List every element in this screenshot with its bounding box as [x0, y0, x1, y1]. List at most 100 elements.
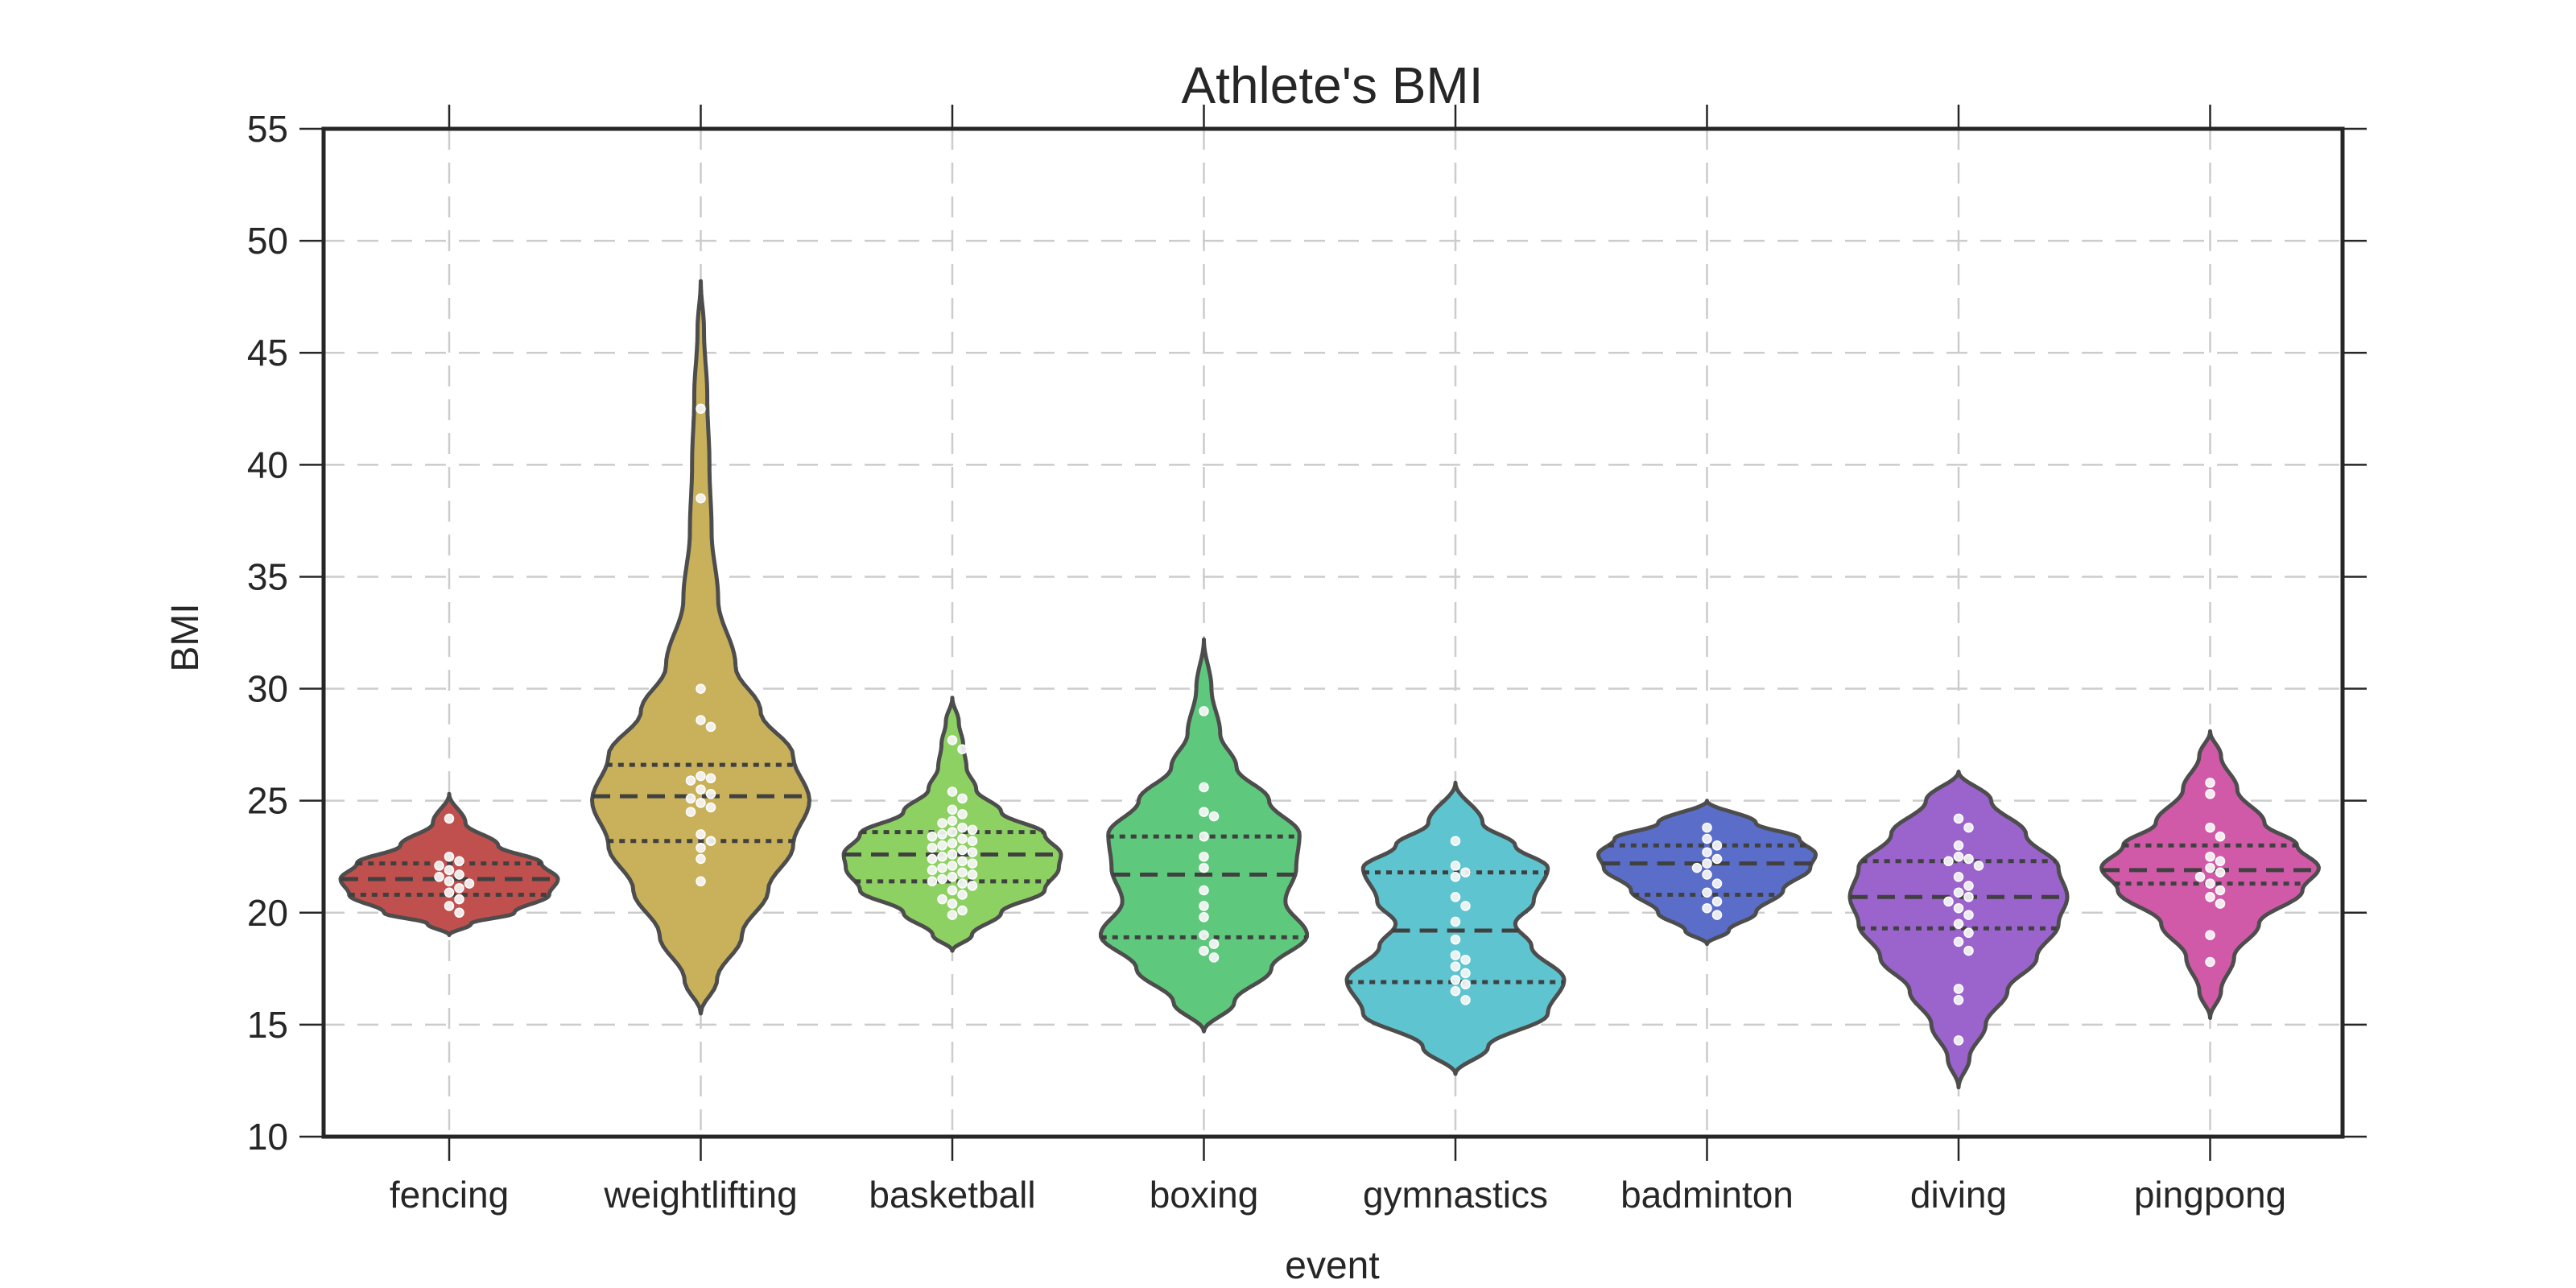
violin-basketball: [841, 696, 1063, 953]
data-point: [1973, 861, 1984, 871]
data-point: [1199, 930, 1209, 940]
data-point: [1963, 853, 1974, 865]
y-tick-label: 20: [247, 892, 288, 934]
data-point: [937, 894, 947, 905]
x-tick-label: boxing: [1150, 1174, 1259, 1216]
violin-boxing: [1098, 637, 1310, 1034]
data-point: [1943, 896, 1954, 907]
violin-body: [2099, 729, 2321, 1020]
x-tick-label: badminton: [1620, 1174, 1794, 1216]
data-point: [1953, 872, 1964, 882]
data-point: [957, 856, 968, 867]
data-point: [927, 876, 938, 887]
data-point: [1953, 984, 1964, 994]
data-point: [696, 842, 706, 853]
data-point: [937, 851, 947, 862]
data-point: [1199, 912, 1209, 923]
data-point: [957, 878, 968, 889]
data-point: [1953, 995, 1964, 1005]
data-point: [1953, 902, 1964, 914]
data-point: [957, 890, 968, 900]
data-point: [1199, 782, 1209, 793]
data-point: [1450, 961, 1461, 972]
data-point: [2205, 878, 2215, 889]
data-point: [464, 878, 475, 889]
data-point: [1199, 807, 1209, 817]
data-point: [1711, 910, 1723, 920]
data-point: [696, 683, 706, 694]
data-point: [1711, 878, 1723, 889]
x-tick-label: gymnastics: [1363, 1174, 1548, 1216]
data-point: [957, 905, 968, 916]
data-point: [696, 798, 706, 808]
data-point: [967, 869, 978, 880]
data-point: [1963, 892, 1974, 902]
data-point: [444, 887, 455, 898]
data-point: [454, 907, 464, 919]
data-point: [454, 869, 464, 880]
data-point: [957, 744, 968, 754]
data-point: [957, 793, 968, 804]
data-point: [454, 856, 464, 867]
violin-gymnastics: [1344, 780, 1567, 1076]
data-point: [705, 773, 716, 784]
data-point: [2205, 892, 2215, 902]
data-point: [444, 901, 455, 911]
violin-badminton: [1596, 799, 1818, 947]
y-tick-label: 35: [247, 555, 288, 597]
data-point: [705, 789, 716, 799]
data-point: [1711, 896, 1723, 907]
data-point: [1702, 847, 1712, 857]
data-point: [947, 804, 958, 815]
data-point: [947, 872, 958, 882]
data-point: [1208, 939, 1220, 949]
data-point: [1460, 968, 1471, 979]
data-point: [1702, 833, 1712, 844]
grid-layer: [324, 127, 2343, 1138]
data-point: [696, 784, 706, 795]
data-point: [957, 844, 968, 856]
data-point: [937, 840, 947, 851]
chart-title: Athlete's BMI: [1181, 56, 1483, 114]
data-point: [1450, 974, 1461, 985]
data-point: [947, 861, 958, 871]
data-point: [454, 894, 464, 905]
violin-body: [1847, 770, 2070, 1090]
data-point: [2205, 930, 2215, 940]
data-point: [2205, 822, 2215, 833]
data-point: [696, 853, 706, 865]
data-point: [454, 882, 464, 894]
data-point: [927, 865, 938, 876]
data-point: [1702, 869, 1712, 880]
violin-pingpong: [2099, 729, 2321, 1020]
data-point: [1953, 919, 1964, 929]
data-point: [967, 858, 978, 869]
data-point: [937, 829, 947, 840]
data-point: [696, 403, 706, 415]
data-point: [947, 815, 958, 826]
data-point: [2215, 885, 2226, 896]
data-point: [1702, 887, 1712, 898]
data-point: [2215, 856, 2226, 867]
x-axis-title: event: [1285, 1245, 1379, 1287]
data-point: [2205, 851, 2215, 862]
data-point: [957, 867, 968, 877]
y-tick-label: 40: [247, 444, 288, 485]
data-point: [1460, 979, 1471, 990]
data-point: [1691, 862, 1703, 873]
data-point: [1953, 887, 1964, 898]
data-point: [2205, 862, 2215, 873]
data-point: [434, 872, 444, 882]
data-point: [967, 847, 978, 857]
data-point: [1711, 853, 1723, 865]
data-point: [685, 775, 696, 786]
x-tick-label: basketball: [869, 1174, 1035, 1216]
data-point: [1963, 927, 1974, 939]
data-point: [1199, 901, 1209, 911]
data-point: [705, 802, 716, 813]
data-point: [1943, 856, 1954, 867]
y-tick-label: 25: [247, 780, 288, 822]
data-point: [927, 853, 938, 865]
